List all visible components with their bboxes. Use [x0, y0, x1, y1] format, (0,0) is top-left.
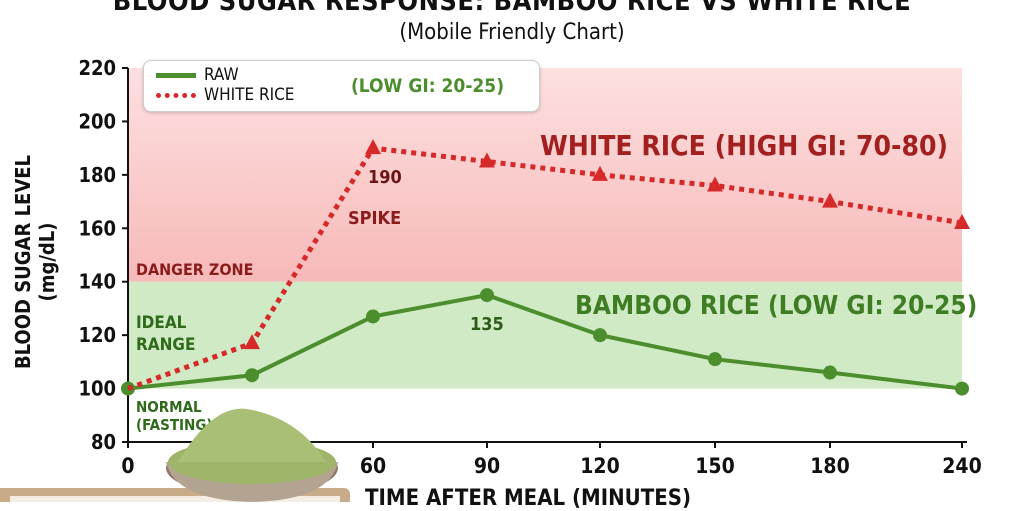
- bamboo-rice-point: [245, 368, 259, 383]
- y-axis-label: BLOOD SUGAR LEVEL (mg/dL): [11, 154, 59, 370]
- bamboo-rice-point: [823, 365, 837, 380]
- rice-bowl-image: [0, 408, 350, 502]
- bamboo-rice-point: [708, 352, 722, 367]
- legend-item-white-rice: WHITE RICE: [156, 85, 294, 105]
- y-tick-label: 220: [78, 56, 116, 80]
- white-rice-point: [707, 176, 723, 192]
- legend-label: WHITE RICE: [204, 85, 295, 105]
- ideal-range-label: IDEAL: [136, 313, 187, 333]
- ideal-range-label: RANGE: [136, 335, 195, 355]
- legend-note: (LOW GI: 20-25): [351, 75, 505, 97]
- danger-zone-label: DANGER ZONE: [136, 260, 253, 279]
- x-tick-label: 180: [810, 454, 849, 478]
- y-tick-label: 100: [78, 377, 116, 401]
- x-tick-label: 120: [580, 454, 619, 478]
- bamboo-rice-point: [955, 381, 969, 396]
- peak-bamboo-label: 135: [470, 314, 504, 335]
- legend-item-raw: RAW: [156, 65, 239, 85]
- chart-title: BLOOD SUGAR RESPONSE: BAMBOO RICE VS WHI…: [112, 0, 912, 17]
- x-tick-label: 90: [474, 454, 500, 478]
- y-tick-label: 140: [78, 270, 116, 294]
- white-rice-point: [244, 334, 260, 350]
- x-tick-label: 150: [695, 454, 734, 478]
- white-rice-point: [954, 213, 970, 229]
- bamboo-rice-point: [480, 288, 494, 303]
- x-axis-label: TIME AFTER MEAL (MINUTES): [365, 486, 692, 511]
- legend-solid-line-icon: [156, 72, 196, 78]
- y-tick-label: 120: [78, 323, 116, 347]
- legend: RAW WHITE RICE (LOW GI: 20-25): [143, 60, 540, 112]
- legend-label: RAW: [204, 65, 239, 85]
- white-rice-label: WHITE RICE (HIGH GI: 70-80): [540, 129, 948, 162]
- x-tick-label: 0: [121, 454, 134, 478]
- spike-label: SPIKE: [348, 208, 401, 229]
- bamboo-rice-point: [593, 328, 607, 343]
- y-tick-label: 200: [78, 109, 116, 133]
- peak-white-label: 190: [368, 167, 402, 188]
- white-rice-point: [479, 152, 495, 168]
- legend-dotted-line-icon: [156, 92, 196, 98]
- bamboo-rice-point: [366, 309, 380, 324]
- y-tick-label: 180: [78, 163, 116, 187]
- white-rice-line: [127, 145, 963, 391]
- white-rice-point: [592, 165, 608, 181]
- y-tick-label: 160: [78, 216, 116, 240]
- white-rice-point: [822, 192, 838, 208]
- x-tick-label: 60: [360, 454, 386, 478]
- white-rice-point: [365, 139, 381, 155]
- bamboo-rice-line: [127, 293, 963, 391]
- x-tick-label: 240: [942, 454, 981, 478]
- chart-subtitle: (Mobile Friendly Chart): [399, 20, 625, 45]
- y-tick-label: 80: [91, 430, 116, 454]
- normal-fasting-label: (FASTING): [136, 416, 213, 434]
- normal-fasting-label: NORMAL: [136, 398, 202, 416]
- bamboo-rice-label: BAMBOO RICE (LOW GI: 20-25): [575, 291, 977, 321]
